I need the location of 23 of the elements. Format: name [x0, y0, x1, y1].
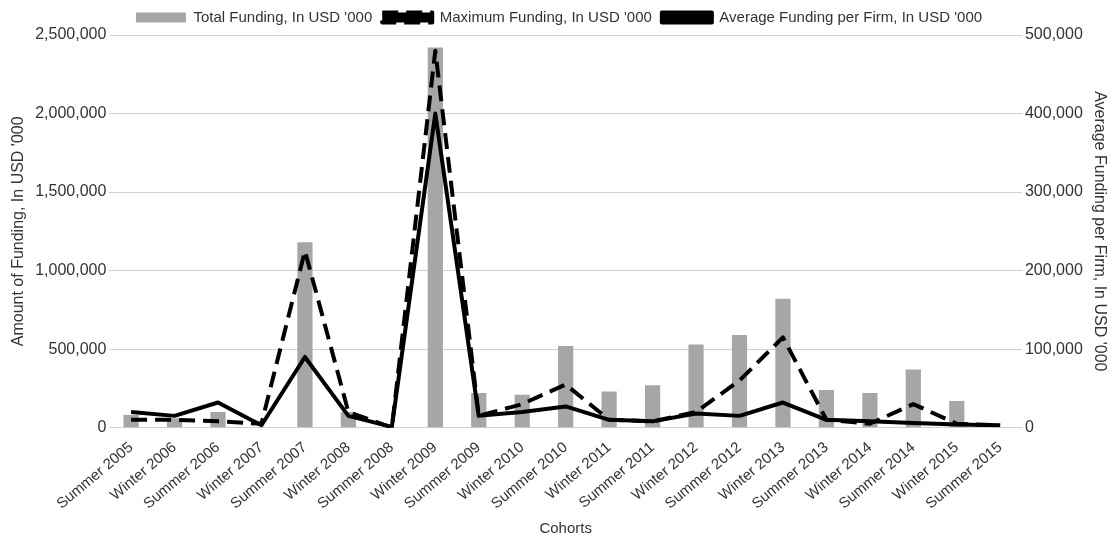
- y2-tick-label: 200,000: [1024, 261, 1083, 278]
- bar: [558, 345, 574, 428]
- y2-tick-label: 300,000: [1024, 182, 1083, 200]
- y2-tick-label: 500,000: [1024, 25, 1083, 43]
- legend-label: Average Funding per Firm, In USD '000: [719, 7, 983, 25]
- y2-tick-label: 100,000: [1024, 339, 1083, 357]
- y-tick-label: 1,000,000: [35, 261, 107, 278]
- y-axis-title: Amount of Funding, In USD '000: [9, 116, 27, 347]
- y-tick-label: 2,000,000: [35, 103, 107, 121]
- y2-tick-label: 0: [1024, 418, 1034, 436]
- y-tick-label: 0: [97, 418, 107, 436]
- bar: [731, 334, 748, 428]
- legend-label: Total Funding, In USD '000: [193, 7, 373, 25]
- legend-label: Maximum Funding, In USD '000: [439, 7, 652, 25]
- bar: [688, 344, 704, 428]
- x-axis-title: Cohorts: [539, 519, 592, 537]
- bar: [297, 242, 313, 428]
- bar: [775, 298, 791, 428]
- y-tick-label: 1,500,000: [35, 182, 107, 200]
- y2-axis-title: Average Funding per Firm, In USD '000: [1091, 91, 1109, 372]
- y-tick-label: 2,500,000: [35, 25, 107, 43]
- y-tick-label: 500,000: [48, 339, 107, 357]
- y2-tick-label: 400,000: [1024, 103, 1083, 121]
